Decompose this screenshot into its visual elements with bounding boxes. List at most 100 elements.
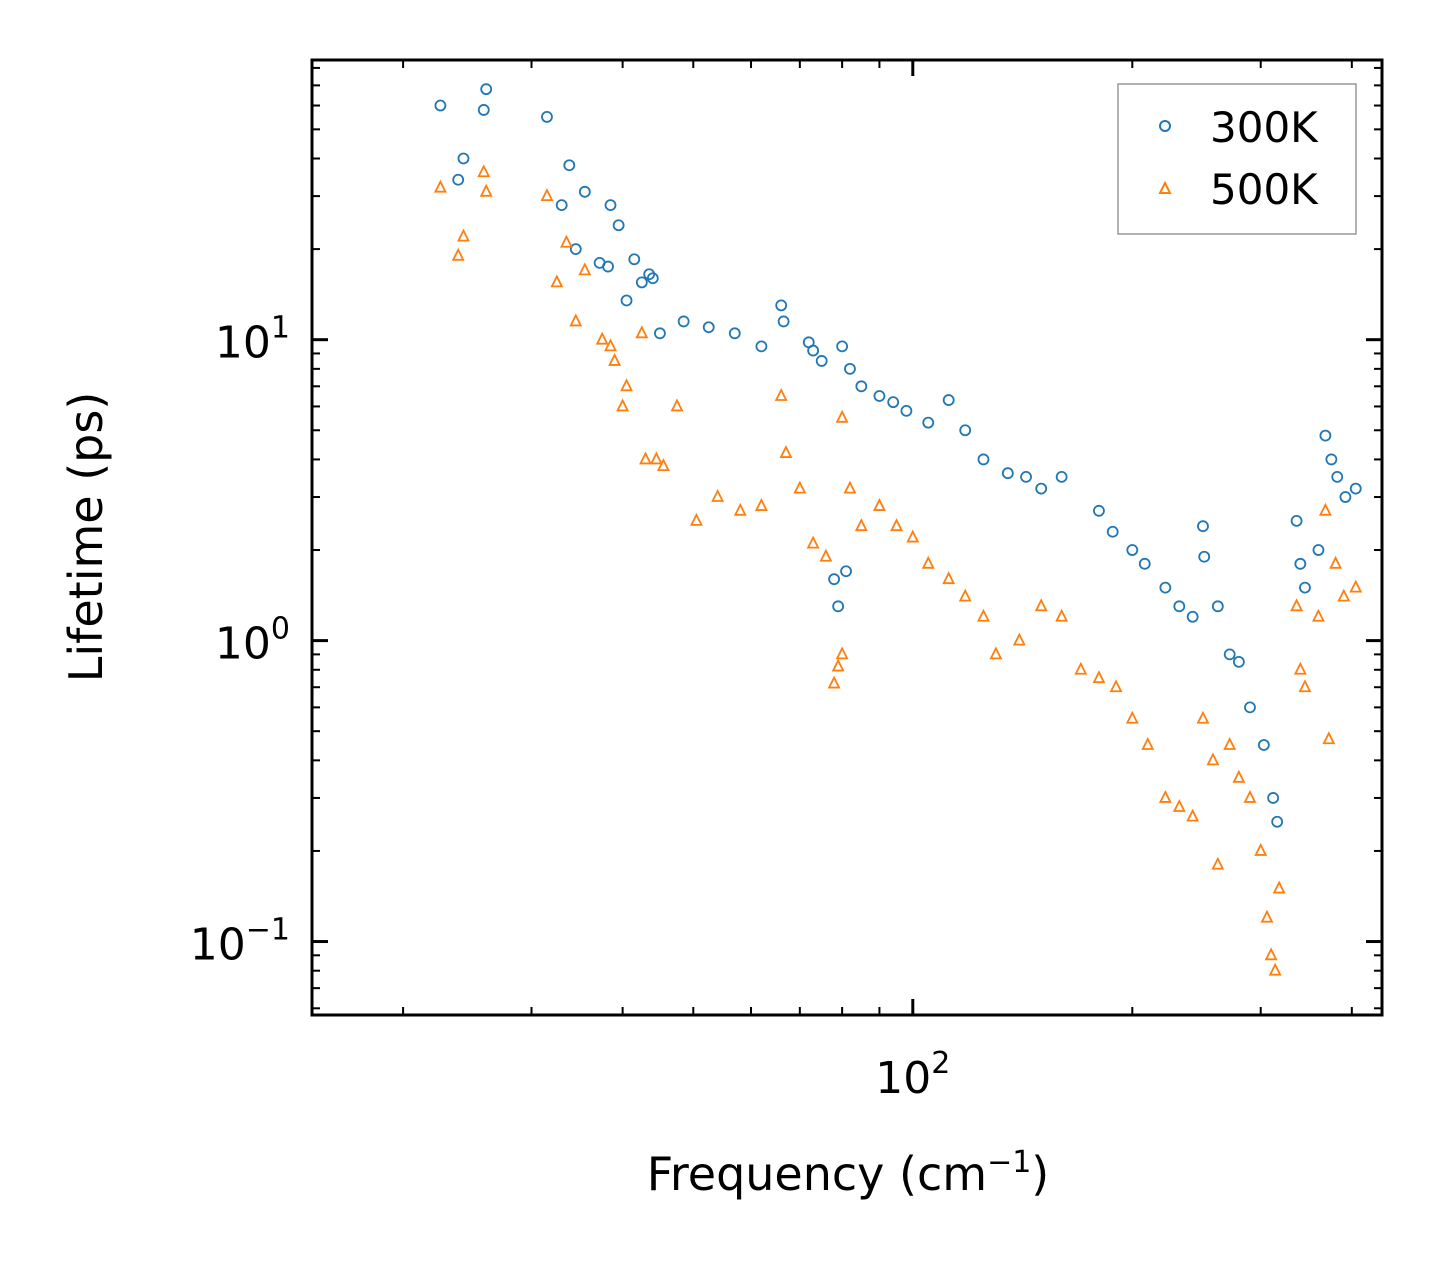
point-500k <box>1349 579 1363 593</box>
point-300k <box>1267 792 1280 804</box>
point-300k <box>1020 470 1032 483</box>
point-500k <box>843 480 857 494</box>
point-300k <box>1331 470 1344 483</box>
point-500k <box>793 480 807 494</box>
point-300k <box>677 315 690 328</box>
point-500k <box>1243 789 1257 803</box>
point-300k <box>1257 739 1270 751</box>
point-300k <box>702 321 715 334</box>
point-500k <box>1318 502 1332 516</box>
point-500k <box>906 529 920 543</box>
point-500k <box>479 183 493 197</box>
point-300k <box>844 362 856 375</box>
x-tick-label: 102 <box>875 1046 950 1104</box>
legend: 300K 500K <box>1117 83 1357 235</box>
point-300k <box>555 199 568 212</box>
point-300k <box>1198 550 1211 563</box>
point-500k <box>1141 736 1155 750</box>
point-500k <box>1186 808 1200 822</box>
point-500k <box>560 234 573 248</box>
point-500k <box>819 548 833 562</box>
point-300k <box>1349 482 1362 495</box>
point-300k <box>1312 544 1325 556</box>
point-500k <box>540 188 554 202</box>
legend-marker-500k <box>1158 180 1172 194</box>
point-300k <box>855 380 868 393</box>
point-300k <box>457 152 470 165</box>
point-300k <box>959 424 972 437</box>
point-500k <box>550 274 564 288</box>
point-300k <box>1319 429 1332 442</box>
point-500k <box>1329 555 1343 569</box>
point-300k <box>1055 470 1068 483</box>
y-tick-label: 101 <box>215 311 290 369</box>
point-300k <box>1299 581 1311 594</box>
point-300k <box>1197 520 1209 533</box>
point-500k <box>1264 947 1278 961</box>
point-500k <box>1109 679 1123 693</box>
point-500k <box>711 489 725 502</box>
point-500k <box>835 646 849 660</box>
point-300k <box>1173 600 1186 613</box>
point-500k <box>989 646 1003 660</box>
point-300k <box>777 315 790 328</box>
point-500k <box>649 451 663 465</box>
point-500k <box>1092 670 1106 684</box>
point-500k <box>689 512 703 526</box>
point-300k <box>873 390 886 402</box>
point-300k <box>755 340 768 353</box>
point-500k <box>1254 842 1268 856</box>
point-500k <box>578 262 592 276</box>
point-300k <box>1290 514 1303 527</box>
point-500k <box>1206 752 1220 766</box>
point-300k <box>620 294 633 307</box>
point-300k <box>728 327 741 340</box>
point-500k <box>1268 962 1282 976</box>
point-500k <box>942 571 956 585</box>
point-300k <box>807 344 820 357</box>
point-500k <box>477 164 491 178</box>
point-500k <box>1211 856 1225 870</box>
point-500k <box>872 498 886 511</box>
point-500k <box>1293 661 1307 675</box>
point-500k <box>806 535 820 549</box>
point-300k <box>477 104 490 116</box>
y-tick-label: 10−1 <box>190 913 290 971</box>
point-500k <box>1034 598 1048 612</box>
point-500k <box>1012 632 1026 646</box>
point-500k <box>620 378 634 392</box>
point-300k <box>1271 815 1284 828</box>
point-300k <box>654 327 666 340</box>
point-500k <box>1272 880 1286 894</box>
point-300k <box>635 276 648 289</box>
point-300k <box>1325 453 1338 466</box>
point-500k <box>1290 598 1304 612</box>
point-500k <box>1074 661 1088 675</box>
point-300k <box>887 396 900 409</box>
point-300k <box>1001 467 1014 480</box>
point-300k <box>1035 482 1048 495</box>
point-300k <box>836 340 849 353</box>
point-500k <box>1337 588 1351 602</box>
point-500k <box>774 387 788 401</box>
point-300k <box>1138 557 1151 570</box>
point-300k <box>1244 701 1256 714</box>
point-300k <box>832 600 845 613</box>
point-300k <box>775 299 788 312</box>
point-500k <box>977 608 990 622</box>
point-500k <box>639 451 652 465</box>
point-300k <box>977 453 990 466</box>
point-300k <box>646 272 659 285</box>
point-300k <box>1339 491 1352 503</box>
point-500k <box>1232 769 1246 783</box>
point-500k <box>604 338 617 352</box>
point-300k <box>840 565 852 578</box>
y-tick-label: 100 <box>215 612 290 670</box>
point-300k <box>434 99 447 112</box>
point-500k <box>827 675 841 689</box>
major-ticks <box>312 60 1382 1015</box>
legend-label-500k: 500K <box>1210 165 1319 214</box>
y-axis-label: Lifetime (ps) <box>59 392 113 683</box>
x-axis-label: Frequency (cm−1) <box>647 1145 1050 1201</box>
